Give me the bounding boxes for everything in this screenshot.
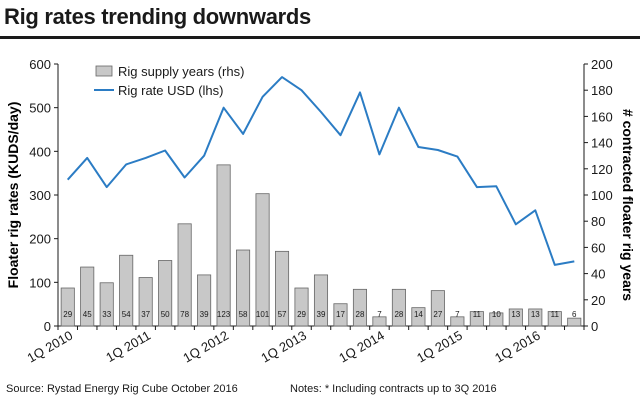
y-right-tick-label: 120 (591, 162, 613, 177)
x-tick-label: 1Q 2012 (180, 328, 231, 366)
y-left-tick-label: 200 (29, 232, 51, 247)
bar-value-label: 10 (492, 310, 501, 319)
bar (391, 288, 406, 327)
x-tick-label: 1Q 2015 (414, 328, 465, 366)
x-tick-label: 1Q 2011 (103, 328, 153, 365)
y-left-tick-label: 500 (29, 101, 51, 116)
x-tick-label: 1Q 2013 (258, 328, 309, 366)
bar-value-label: 28 (356, 310, 365, 319)
y-axis-right-label: # contracted floater rig years (620, 109, 636, 301)
bar (547, 311, 562, 327)
bar (60, 287, 75, 327)
bar-value-label: 45 (83, 310, 92, 319)
title-rule (0, 36, 640, 39)
bar-value-label: 123 (217, 310, 231, 319)
y-right-tick-label: 100 (591, 188, 613, 203)
chart-title: Rig rates trending downwards (4, 4, 311, 29)
bars-layer: 29 45 33 54 37 50 78 39 123 58 101 57 29 39 17 28 7 28 14 2… (60, 164, 582, 327)
bar-value-label: 27 (433, 310, 442, 319)
bar (313, 274, 329, 327)
bar (158, 260, 173, 327)
bar-value-label: 78 (180, 310, 189, 319)
y-left-tick-label: 0 (44, 319, 51, 334)
bar-value-label: 101 (256, 310, 270, 319)
bar (275, 250, 290, 327)
bar (80, 266, 95, 327)
combo-chart: 0 100 200 300 400 500 600 0 20 40 60 80 100 120 140 160… (5, 57, 636, 366)
bar (352, 288, 367, 327)
rig-rate-line (66, 76, 575, 266)
legend-bar-label: Rig supply years (rhs) (118, 64, 244, 79)
bar (138, 277, 153, 327)
bar-value-label: 17 (336, 310, 345, 319)
bar (489, 312, 504, 327)
bar-value-label: 58 (239, 310, 248, 319)
y-right-tick-label: 140 (591, 136, 613, 151)
bar-value-label: 54 (122, 310, 131, 319)
bar (177, 223, 192, 327)
bar-value-label: 7 (455, 310, 460, 319)
bar (333, 303, 348, 327)
bar-value-label: 13 (531, 310, 540, 319)
bar-value-label: 13 (511, 310, 520, 319)
x-tick-label: 1Q 2016 (492, 328, 543, 366)
y-right-tick-label: 20 (591, 293, 605, 308)
bar (197, 274, 212, 327)
bar (469, 311, 484, 327)
bar-value-label: 29 (297, 310, 306, 319)
source-note: Source: Rystad Energy Rig Cube October 2… (6, 383, 238, 395)
bar (255, 193, 270, 327)
bar-value-label: 50 (161, 310, 170, 319)
bar (119, 254, 134, 327)
bar (372, 316, 387, 327)
bar (294, 287, 309, 327)
y-right-tick-label: 180 (591, 83, 613, 98)
y-left-tick-label: 400 (29, 144, 51, 159)
bar (430, 290, 445, 327)
bar-value-label: 28 (394, 310, 403, 319)
y-left-tick-label: 100 (29, 275, 51, 290)
bar (508, 308, 523, 327)
bar-value-label: 11 (551, 310, 560, 319)
legend: Rig supply years (rhs) Rig rate USD (lhs) (94, 64, 244, 98)
bar-value-label: 29 (63, 310, 72, 319)
bar-value-label: 6 (572, 310, 577, 319)
legend-bar-swatch (95, 65, 113, 77)
bar-value-label: 39 (317, 310, 326, 319)
bar-value-label: 39 (200, 310, 209, 319)
legend-line-label: Rig rate USD (lhs) (118, 83, 223, 98)
y-left-tick-label: 300 (29, 188, 51, 203)
bar-value-label: 11 (473, 310, 482, 319)
bar (411, 307, 426, 327)
bar-value-label: 7 (377, 310, 382, 319)
bar (567, 317, 582, 327)
bar-value-label: 57 (278, 310, 287, 319)
y-left-tick-label: 600 (29, 57, 51, 72)
y-right-tick-label: 0 (591, 319, 598, 334)
y-right-tick-label: 160 (591, 109, 613, 124)
bar-value-label: 14 (414, 310, 423, 319)
bar-value-label: 37 (141, 310, 150, 319)
notes: Notes: * Including contracts up to 3Q 20… (290, 383, 497, 395)
y-right-tick-label: 80 (591, 214, 605, 229)
bar (236, 249, 251, 327)
y-right-tick-label: 40 (591, 267, 605, 282)
y-right-tick-label: 60 (591, 240, 605, 255)
bar (450, 316, 465, 327)
y-right-tick-label: 200 (591, 57, 613, 72)
bar-value-label: 33 (102, 310, 111, 319)
bar (528, 308, 543, 327)
x-tick-label: 1Q 2014 (336, 328, 387, 366)
bar (99, 282, 114, 327)
y-axis-left-label: Floater rig rates (KUDS/day) (5, 102, 21, 289)
bar (216, 164, 231, 327)
line-layer (66, 76, 575, 266)
